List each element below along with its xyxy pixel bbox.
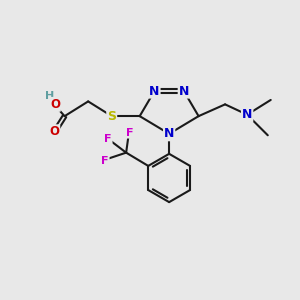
Text: F: F [126,128,134,138]
Text: O: O [50,98,60,111]
Text: N: N [164,127,174,140]
Text: O: O [49,125,59,138]
Text: N: N [179,85,189,98]
Text: S: S [107,110,116,123]
Text: N: N [242,108,252,121]
Text: F: F [101,156,109,166]
Text: N: N [149,85,160,98]
Text: F: F [104,134,112,144]
Text: H: H [45,91,55,101]
